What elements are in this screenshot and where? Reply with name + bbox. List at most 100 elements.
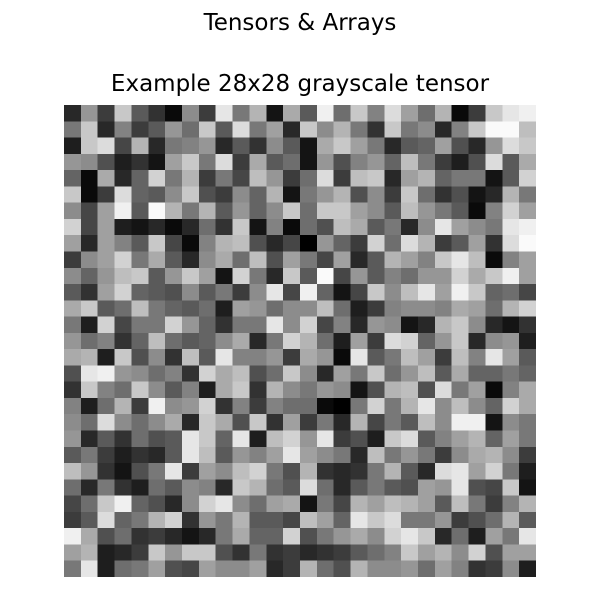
heatmap-cell bbox=[435, 414, 452, 431]
heatmap-cell bbox=[435, 284, 452, 301]
heatmap-cell bbox=[300, 544, 317, 561]
heatmap-cell bbox=[452, 463, 469, 480]
heatmap-cell bbox=[519, 365, 536, 382]
heatmap-cell bbox=[502, 235, 519, 252]
heatmap-cell bbox=[98, 382, 115, 399]
heatmap-cell bbox=[469, 235, 486, 252]
heatmap-cell bbox=[283, 170, 300, 187]
heatmap-cell bbox=[384, 203, 401, 220]
heatmap-cell bbox=[182, 479, 199, 496]
heatmap-cell bbox=[283, 333, 300, 350]
heatmap-cell bbox=[165, 154, 182, 171]
heatmap-cell bbox=[317, 138, 334, 155]
heatmap-cell bbox=[64, 186, 81, 203]
heatmap-cell bbox=[249, 251, 266, 268]
heatmap-cell bbox=[98, 447, 115, 464]
heatmap-cell bbox=[233, 414, 250, 431]
heatmap-cell bbox=[519, 121, 536, 138]
heatmap-cell bbox=[367, 414, 384, 431]
heatmap-cell bbox=[165, 479, 182, 496]
heatmap-cell bbox=[469, 382, 486, 399]
heatmap-cell bbox=[334, 544, 351, 561]
heatmap-cell bbox=[435, 300, 452, 317]
heatmap-cell bbox=[249, 414, 266, 431]
heatmap-cell bbox=[384, 528, 401, 545]
heatmap-cell bbox=[115, 528, 132, 545]
heatmap-cell bbox=[469, 284, 486, 301]
heatmap-cell bbox=[317, 105, 334, 122]
heatmap-cell bbox=[182, 496, 199, 513]
heatmap-cell bbox=[216, 186, 233, 203]
heatmap-cell bbox=[249, 235, 266, 252]
heatmap-cell bbox=[81, 138, 98, 155]
heatmap-cell bbox=[317, 170, 334, 187]
heatmap-cell bbox=[283, 463, 300, 480]
heatmap-cell bbox=[199, 463, 216, 480]
heatmap-cell bbox=[300, 154, 317, 171]
heatmap-cell bbox=[266, 431, 283, 448]
heatmap-cell bbox=[317, 235, 334, 252]
heatmap-cell bbox=[317, 479, 334, 496]
heatmap-cell bbox=[384, 284, 401, 301]
heatmap-cell bbox=[98, 154, 115, 171]
heatmap-cell bbox=[317, 496, 334, 513]
heatmap-cell bbox=[519, 170, 536, 187]
heatmap-cell bbox=[401, 496, 418, 513]
heatmap-cell bbox=[283, 203, 300, 220]
heatmap-cell bbox=[199, 382, 216, 399]
heatmap-cell bbox=[199, 528, 216, 545]
heatmap-cell bbox=[300, 251, 317, 268]
heatmap-cell bbox=[435, 431, 452, 448]
heatmap-cell bbox=[115, 121, 132, 138]
heatmap-cell bbox=[418, 121, 435, 138]
heatmap-cell bbox=[452, 496, 469, 513]
heatmap-cell bbox=[98, 268, 115, 285]
heatmap-cell bbox=[485, 121, 502, 138]
heatmap-cell bbox=[300, 496, 317, 513]
heatmap-cell bbox=[300, 398, 317, 415]
heatmap-cell bbox=[165, 284, 182, 301]
heatmap-cell bbox=[81, 219, 98, 236]
heatmap-cell bbox=[367, 105, 384, 122]
heatmap-cell bbox=[384, 105, 401, 122]
heatmap-cell bbox=[283, 121, 300, 138]
heatmap-cell bbox=[469, 463, 486, 480]
heatmap-cell bbox=[384, 463, 401, 480]
heatmap-cell bbox=[266, 268, 283, 285]
heatmap-cell bbox=[199, 121, 216, 138]
heatmap-cell bbox=[502, 414, 519, 431]
heatmap-cell bbox=[502, 544, 519, 561]
heatmap-cell bbox=[216, 512, 233, 529]
heatmap-cell bbox=[115, 219, 132, 236]
heatmap-cell bbox=[81, 382, 98, 399]
heatmap-cell bbox=[367, 431, 384, 448]
heatmap-cell bbox=[283, 138, 300, 155]
heatmap-cell bbox=[334, 512, 351, 529]
heatmap-cell bbox=[81, 398, 98, 415]
heatmap-cell bbox=[418, 105, 435, 122]
heatmap-cell bbox=[266, 382, 283, 399]
heatmap-cell bbox=[182, 219, 199, 236]
heatmap-cell bbox=[502, 105, 519, 122]
heatmap-cell bbox=[199, 170, 216, 187]
heatmap-cell bbox=[249, 479, 266, 496]
heatmap-cell bbox=[283, 349, 300, 366]
heatmap-cell bbox=[351, 431, 368, 448]
heatmap-cell bbox=[418, 414, 435, 431]
heatmap-cell bbox=[452, 105, 469, 122]
heatmap-cell bbox=[485, 219, 502, 236]
heatmap-cell bbox=[216, 154, 233, 171]
heatmap-cell bbox=[334, 365, 351, 382]
heatmap-cell bbox=[115, 138, 132, 155]
heatmap-cell bbox=[469, 528, 486, 545]
heatmap-cell bbox=[283, 512, 300, 529]
heatmap-cell bbox=[283, 219, 300, 236]
heatmap-cell bbox=[283, 235, 300, 252]
heatmap-cell bbox=[300, 382, 317, 399]
heatmap-cell bbox=[384, 186, 401, 203]
heatmap-cell bbox=[283, 431, 300, 448]
heatmap-cell bbox=[300, 300, 317, 317]
heatmap-cell bbox=[233, 121, 250, 138]
heatmap-cell bbox=[148, 300, 165, 317]
heatmap-cell bbox=[317, 398, 334, 415]
